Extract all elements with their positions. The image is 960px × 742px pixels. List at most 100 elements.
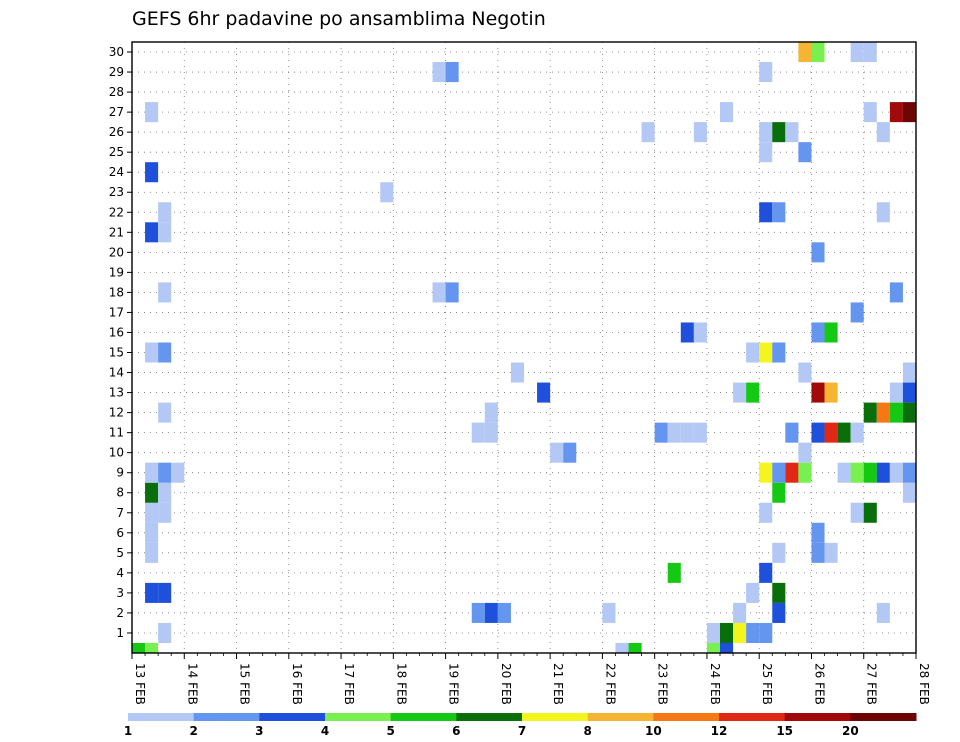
heatmap-cell xyxy=(889,282,903,303)
x-tick-label: 17 FEB xyxy=(342,663,356,705)
heatmap-cell xyxy=(693,422,707,443)
y-tick-label: 29 xyxy=(109,65,124,79)
heatmap-cell xyxy=(733,622,747,643)
heatmap-cell xyxy=(850,422,864,443)
heatmap-cell xyxy=(706,622,720,643)
heatmap-cell xyxy=(667,422,681,443)
heatmap-cell xyxy=(811,422,825,443)
legend-swatch xyxy=(128,713,195,721)
y-tick-label: 23 xyxy=(109,185,124,199)
heatmap-cell xyxy=(628,642,642,653)
heatmap-cell xyxy=(693,122,707,143)
x-tick-label: 18 FEB xyxy=(394,663,408,705)
heatmap-cell xyxy=(759,462,773,483)
heatmap-cell xyxy=(850,302,864,323)
color-legend: 1 2 3 4 5 6 7 8 10 12 15 20 xyxy=(124,713,917,738)
y-tick-label: 12 xyxy=(109,406,124,420)
x-tick-label: 19 FEB xyxy=(447,663,461,705)
heatmap-cell xyxy=(876,122,890,143)
y-tick-label: 7 xyxy=(116,506,124,520)
legend-swatch xyxy=(587,713,654,721)
legend-label: 7 xyxy=(518,724,526,738)
legend-swatch xyxy=(719,713,786,721)
heatmap-cell xyxy=(445,62,459,83)
heatmap-cell xyxy=(759,342,773,363)
heatmap-cell xyxy=(145,582,159,603)
heatmap-cell xyxy=(863,42,877,63)
legend-swatch xyxy=(784,713,851,721)
heatmap-cell xyxy=(902,382,916,403)
heatmap-cell xyxy=(693,322,707,343)
heatmap-cell xyxy=(158,282,172,303)
legend-label: 2 xyxy=(189,724,197,738)
x-tick-label: 27 FEB xyxy=(865,663,879,705)
heatmap-cell xyxy=(850,502,864,523)
grid xyxy=(132,42,916,653)
y-tick-label: 30 xyxy=(109,45,124,59)
y-tick-label: 15 xyxy=(109,346,124,360)
legend-swatch xyxy=(325,713,392,721)
heatmap-cell xyxy=(158,342,172,363)
heatmap-cell xyxy=(145,522,159,543)
heatmap-cell xyxy=(798,442,812,463)
heatmap-cell xyxy=(641,122,655,143)
y-tick-label: 19 xyxy=(109,265,124,279)
legend-label: 4 xyxy=(321,724,329,738)
heatmap-cell xyxy=(811,382,825,403)
heatmap-cell xyxy=(772,342,786,363)
heatmap-cell xyxy=(798,462,812,483)
heatmap-cell xyxy=(158,502,172,523)
heatmap-cell xyxy=(746,342,760,363)
heatmap-cell xyxy=(876,602,890,623)
plot-frame xyxy=(131,41,917,654)
heatmap-cell xyxy=(889,402,903,423)
heatmap-cell xyxy=(902,462,916,483)
y-axis: 1234567891011121314151617181920212223242… xyxy=(109,45,132,640)
heatmap-cell xyxy=(733,382,747,403)
heatmap-cell xyxy=(876,462,890,483)
heatmap-cell xyxy=(145,462,159,483)
heatmap-cell xyxy=(902,102,916,123)
heatmap-cell xyxy=(733,602,747,623)
heatmap-cell xyxy=(667,562,681,583)
heatmap-cell xyxy=(145,342,159,363)
x-tick-label: 15 FEB xyxy=(238,663,252,705)
heatmap-cell xyxy=(837,462,851,483)
heatmap-cell xyxy=(863,462,877,483)
heatmap-cell xyxy=(380,182,394,203)
legend-label: 10 xyxy=(645,724,662,738)
y-tick-label: 17 xyxy=(109,305,124,319)
heatmap-cell xyxy=(889,462,903,483)
heatmap-cell xyxy=(772,462,786,483)
x-tick-label: 20 FEB xyxy=(499,663,513,705)
y-tick-label: 4 xyxy=(116,566,124,580)
heatmap-cell xyxy=(746,622,760,643)
legend-label: 6 xyxy=(452,724,460,738)
heatmap-cell xyxy=(876,402,890,423)
heatmap-cell xyxy=(680,322,694,343)
x-tick-label: 14 FEB xyxy=(185,663,199,705)
y-tick-label: 5 xyxy=(116,546,124,560)
heatmap-cell xyxy=(158,482,172,503)
y-tick-label: 8 xyxy=(116,486,124,500)
legend-label: 1 xyxy=(124,724,132,738)
heatmap-cell xyxy=(706,642,720,653)
heatmap-cell xyxy=(759,142,773,163)
y-tick-label: 11 xyxy=(109,426,124,440)
heatmap-cell xyxy=(902,402,916,423)
heatmap-cell xyxy=(158,222,172,243)
heatmap-cell xyxy=(824,382,838,403)
heatmap-cell xyxy=(497,602,511,623)
legend-swatch xyxy=(390,713,457,721)
heatmap-cell xyxy=(145,642,159,653)
heatmap-cell xyxy=(746,382,760,403)
heatmap-cell xyxy=(811,542,825,563)
heatmap-cell xyxy=(759,122,773,143)
legend-swatch xyxy=(259,713,326,721)
heatmap-cell xyxy=(563,442,577,463)
heatmap-cell xyxy=(850,462,864,483)
heatmap-cell xyxy=(171,462,185,483)
heatmap-cell xyxy=(772,482,786,503)
heatmap-cell xyxy=(432,62,446,83)
